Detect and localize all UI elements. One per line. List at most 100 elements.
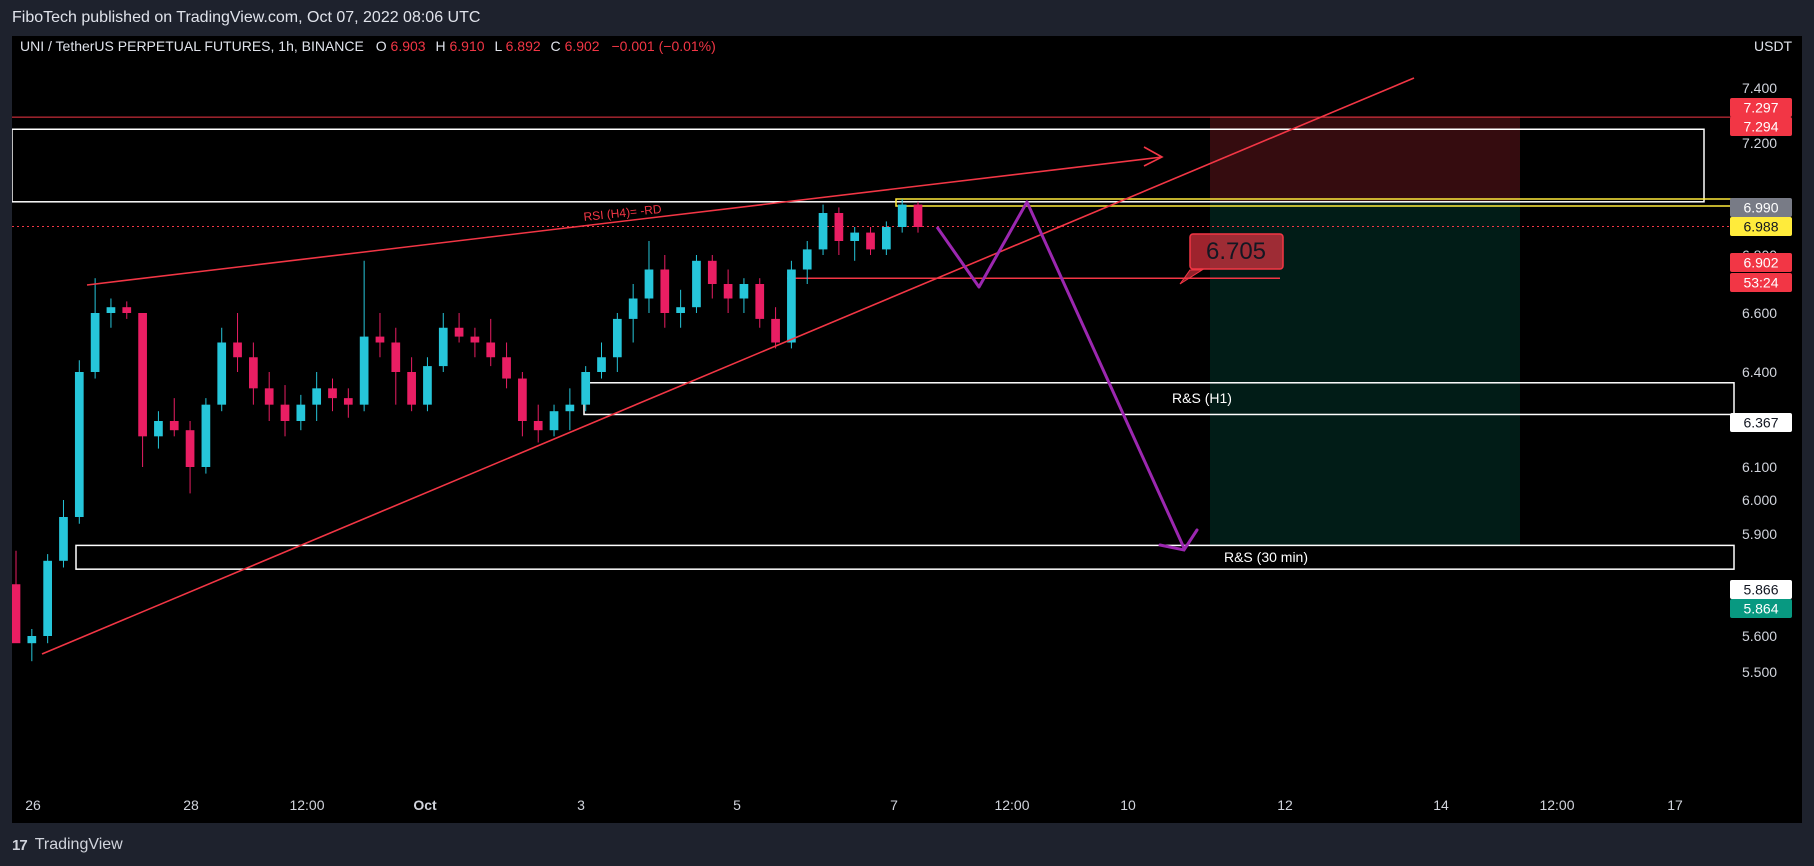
price-badge-bg [1730,413,1792,432]
price-badge: 53:24 [1730,273,1792,292]
x-tick-label: 12:00 [1539,797,1574,813]
candle [771,307,780,349]
candle-body [676,307,685,313]
candle-body [897,204,907,227]
candle [43,554,53,644]
candle-body [106,307,116,313]
y-tick-label: 7.400 [1742,80,1777,96]
legend-low-label: L [494,38,502,54]
candle-body [438,327,448,367]
candle [90,278,100,379]
footer: 17 TradingView [12,834,123,856]
candle-body [296,404,306,421]
chart-area[interactable]: RSI (H4)= -RD 6.705 R&S (H1) R&S (30 min) U… [12,36,1802,823]
candle [723,269,733,313]
y-tick-label: 6.000 [1742,492,1777,508]
price-badge: 6.902 [1730,253,1792,272]
candle-body [27,636,37,644]
rs-30min-label: R&S (30 min) [1224,549,1308,565]
x-tick-label: 12 [1277,797,1293,813]
tradingview-logo-icon: 17 [12,836,28,854]
resistance-box [12,128,1705,203]
legend-high-value: 6.910 [450,38,485,54]
price-badge-label: 7.297 [1743,100,1778,116]
candle [217,327,227,412]
candle [834,207,844,255]
candle-body [834,213,844,241]
candle-body [533,421,543,431]
candle-body [233,342,242,358]
candle [597,342,606,379]
x-tick-label: 3 [577,797,585,813]
candle-body [407,372,416,405]
candle-body [169,421,179,431]
rs-h1-label: R&S (H1) [1172,390,1232,406]
candle [312,372,322,421]
candle [454,313,464,343]
candle-body [454,327,464,337]
candle-body [502,357,511,379]
x-tick-label: 10 [1120,797,1136,813]
candle-body [660,269,670,313]
legend-symbol: UNI / TetherUS PERPETUAL FUTURES, 1h, BI… [20,38,364,54]
candle [739,278,749,313]
candle [343,388,353,418]
candle [264,372,274,421]
candle [881,221,891,255]
x-tick-label: 28 [183,797,199,813]
y-tick-label: 6.100 [1742,459,1777,475]
candle-body [707,260,717,284]
legend-open-label: O [376,38,387,54]
candle-body [280,404,290,421]
candle [565,388,575,431]
price-badge-bg [1730,98,1792,117]
candle-body [217,342,227,405]
candle-body [787,269,796,343]
legend-high-label: H [435,38,445,54]
price-badge-bg [1730,253,1792,272]
candle-body [518,378,527,421]
candle [549,404,559,437]
candle-body [90,313,100,372]
x-tick-label: 26 [25,797,41,813]
candle-body [581,372,591,405]
candle-body [739,284,749,299]
x-tick-label: 12:00 [289,797,324,813]
candle-body [43,560,53,636]
price-badge-bg [1730,273,1792,292]
price-badge-label: 7.294 [1743,119,1778,135]
candle [106,298,116,328]
y-tick-label: 6.400 [1742,364,1777,380]
candle [787,260,796,349]
candle-body [612,318,622,358]
candle [59,500,68,568]
candle-body [185,430,195,467]
candle-body [692,260,701,308]
candle [470,327,480,358]
candle-body [12,584,21,644]
legend-change: −0.001 (−0.01%) [612,38,716,54]
chart-legend: UNI / TetherUS PERPETUAL FUTURES, 1h, BI… [20,38,716,54]
candle [644,241,654,313]
candle-body [850,232,860,241]
candle [866,227,875,255]
candle-body [913,204,923,227]
trendline-arrowhead [1143,146,1164,167]
candle [518,372,527,437]
candle [581,366,591,412]
candle-body [154,421,163,437]
candle [122,301,132,319]
candle-body [201,404,211,467]
price-badge-label: 5.864 [1743,601,1778,617]
x-tick-label: 7 [890,797,898,813]
candle [296,394,306,431]
x-tick-label: 17 [1667,797,1683,813]
candle [74,360,84,524]
publisher-header: FiboTech published on TradingView.com, O… [12,9,481,26]
legend-open-value: 6.903 [391,38,426,54]
footer-brand: TradingView [34,836,123,853]
candle-body [486,342,496,358]
candle [249,342,258,405]
candle [280,385,290,437]
